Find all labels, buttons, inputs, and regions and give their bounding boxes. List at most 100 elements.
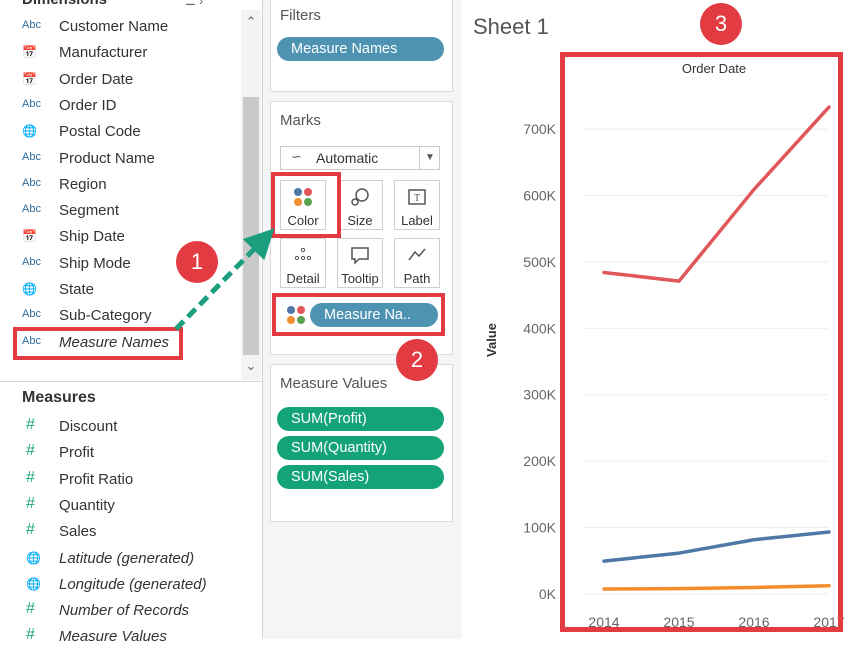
dimensions-header-icons[interactable]: ⚊ › [185,0,204,8]
measure-hash-icon: # [26,442,35,460]
measure-field[interactable]: # Quantity [0,493,240,519]
string-type-icon: Abc [22,19,41,31]
marks-title: Marks [280,112,321,129]
field-label: Manufacturer [59,44,148,62]
pane-divider [0,381,262,382]
measure-hash-icon: # [26,494,35,512]
field-label: Profit Ratio [59,470,134,488]
marks-color-button[interactable]: Color [280,180,326,230]
dimension-field[interactable]: 📅 Manufacturer [0,40,240,66]
series-line [602,105,831,283]
path-label: Path [403,271,431,286]
string-type-icon: Abc [22,176,41,189]
field-label: Postal Code [59,123,141,141]
measure-field[interactable]: # Sales [0,519,240,545]
field-label: Number of Records [59,602,190,620]
dimension-field[interactable]: Abc Measure Names [0,330,240,356]
x-tick-label: 2016 [738,614,769,630]
measure-values-pill[interactable]: SUM(Quantity) [277,436,444,460]
field-label: Product Name [59,149,155,167]
measure-hash-icon: # [26,521,35,539]
dimension-field[interactable]: 📅 Ship Date [0,224,240,250]
scroll-down-icon[interactable]: ⌄ [245,358,257,373]
y-tick-label: 700K [523,121,556,137]
marks-label-button[interactable]: T Label [394,180,440,230]
y-tick-label: 500K [523,254,556,270]
measure-field[interactable]: # Number of Records [0,598,240,624]
field-label: Order Date [59,70,134,88]
filters-title: Filters [280,7,321,24]
field-label: Latitude (generated) [59,549,195,567]
color-button-highlight [271,172,341,238]
measure-field[interactable]: # Measure Values [0,624,240,650]
measure-field[interactable]: # Discount [0,414,240,440]
field-label: Longitude (generated) [59,575,207,593]
string-type-icon: Abc [22,308,41,321]
string-type-icon: Abc [22,203,41,216]
scroll-up-icon[interactable]: ⌃ [245,14,257,29]
scrollbar-thumb[interactable] [243,97,259,355]
color-encoding-icon [286,305,306,330]
y-axis-label: Value [484,323,499,357]
marks-size-button[interactable]: Size [337,180,383,230]
field-label: Measure Names [59,333,170,351]
dimension-field[interactable]: Abc Product Name [0,146,240,172]
dimension-field[interactable]: Abc Sub-Category [0,303,240,329]
y-tick-label: 200K [523,453,556,469]
dimension-field[interactable]: Abc Segment [0,198,240,224]
field-label: Discount [59,418,118,435]
field-label: Segment [59,202,120,220]
measure-field[interactable]: # Profit Ratio [0,467,240,493]
calendar-icon: 📅 [22,71,37,86]
measure-hash-icon: # [26,416,35,433]
dimension-field[interactable]: Abc Region [0,172,240,198]
field-label: Ship Mode [59,254,131,272]
field-label: Quantity [59,496,115,514]
dimension-field[interactable]: Abc Order ID [0,93,240,119]
measure-values-pill[interactable]: SUM(Profit) [277,407,444,431]
measure-names-highlight [13,327,183,360]
measure-hash-icon: # [26,468,35,486]
mark-type-dropdown[interactable] [280,146,440,170]
series-line [602,530,831,563]
color-pill-measure-names[interactable]: Measure Na.. [310,303,438,327]
color-label: Color [287,213,319,228]
annotation-badge-3: 3 [700,3,742,45]
measure-field[interactable]: 🌐 Longitude (generated) [0,572,240,598]
dimension-field[interactable]: 🌐 State [0,277,240,303]
calendar-icon: 📅 [22,229,37,244]
chevron-down-icon[interactable]: ▼ [419,147,440,169]
dimension-field[interactable]: Abc Customer Name [0,14,240,40]
size-label: Size [347,213,373,228]
dimension-field[interactable]: 📅 Order Date [0,67,240,93]
annotation-badge-1: 1 [176,241,218,283]
field-label: Measure Values [59,628,167,646]
field-label: State [59,281,95,298]
measure-values-title: Measure Values [280,375,388,392]
series-line [602,583,831,591]
filter-pill-measure-names[interactable]: Measure Names [277,37,444,61]
string-type-icon: Abc [22,255,41,268]
y-tick-label: 0K [539,586,557,602]
globe-icon: 🌐 [22,124,37,139]
tooltip-icon [338,245,382,269]
marks-tooltip-button[interactable]: Tooltip [337,238,383,288]
x-tick-label: 2015 [663,614,694,630]
dimension-field[interactable]: Abc Ship Mode [0,251,240,277]
marks-path-button[interactable]: Path [394,238,440,288]
field-label: Ship Date [59,228,125,246]
measure-field[interactable]: # Profit [0,440,240,466]
dimensions-header: Dimensions [22,0,107,8]
label-label: Label [401,213,433,228]
dimension-field[interactable]: 🌐 Postal Code [0,119,240,145]
detail-icon [281,245,325,269]
calendar-icon: 📅 [22,45,37,60]
marks-detail-button[interactable]: Detail [280,238,326,288]
measure-values-pill[interactable]: SUM(Sales) [277,465,444,489]
measure-field[interactable]: 🌐 Latitude (generated) [0,546,240,572]
globe-icon: 🌐 [22,282,37,296]
globe-icon: 🌐 [26,550,41,565]
string-type-icon: Abc [22,334,41,347]
sheet-title: Sheet 1 [473,14,549,39]
chart-column-header: Order Date [682,61,746,76]
